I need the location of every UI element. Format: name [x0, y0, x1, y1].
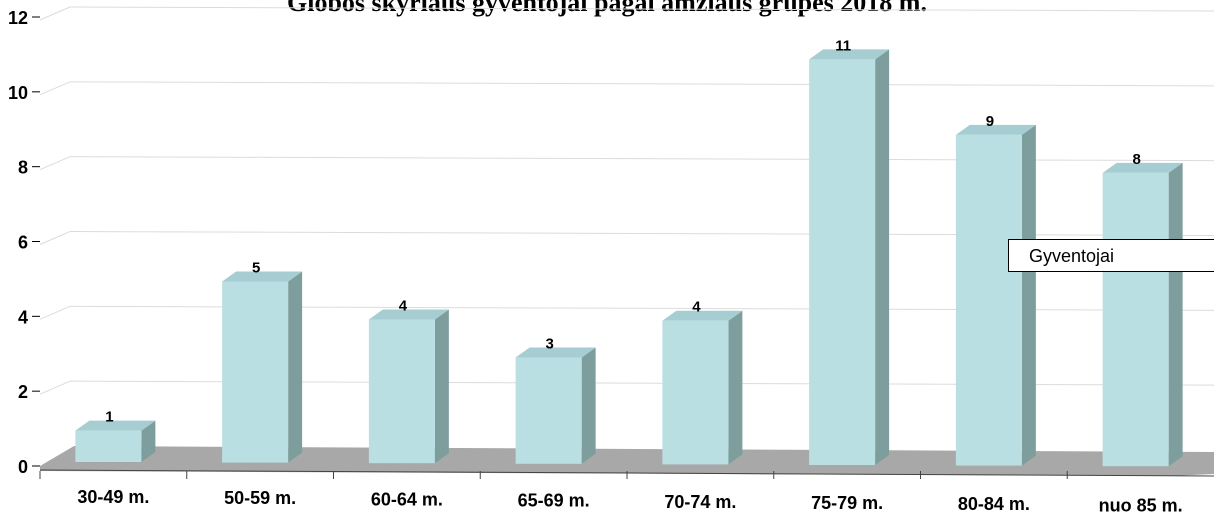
bar-top — [368, 309, 449, 320]
y-tick-label: 4 — [18, 307, 28, 327]
bars — [75, 49, 1183, 467]
bar-front — [515, 357, 582, 464]
gridline — [69, 156, 1214, 162]
data-label: 1 — [105, 409, 113, 426]
y-tick-label: 12 — [8, 8, 28, 28]
gridline — [69, 6, 1214, 12]
bar-side — [1168, 162, 1183, 467]
bar-front — [368, 319, 435, 464]
data-label: 8 — [1132, 151, 1140, 168]
y-axis-ticks: 0 2 4 6 8 10 12 — [8, 8, 40, 477]
bar — [368, 309, 449, 464]
x-tick-label: 75-79 m. — [811, 493, 883, 512]
y-tick-label: 10 — [8, 83, 28, 103]
y-tick-label: 8 — [18, 158, 28, 178]
data-label: 4 — [692, 299, 701, 316]
gridline-diagonal — [39, 6, 71, 21]
data-labels: 1 5 4 3 4 11 9 8 — [105, 37, 1141, 425]
bar-front — [809, 59, 876, 466]
bar — [515, 347, 596, 464]
bar-top — [955, 124, 1036, 135]
bar-front — [1102, 172, 1169, 467]
x-tick-label: 30-49 m. — [77, 487, 149, 507]
gridline-diagonal — [39, 380, 71, 395]
x-tick-label: 60-64 m. — [371, 489, 443, 509]
x-tick-label: 70-74 m. — [664, 492, 736, 512]
bar-side — [875, 49, 890, 466]
data-label: 3 — [545, 336, 553, 353]
bar — [662, 310, 743, 465]
bar — [75, 420, 156, 462]
bar-side — [434, 309, 449, 464]
x-tick-label: 50-59 m. — [224, 488, 296, 508]
bar — [809, 49, 890, 466]
y-tick-label: 6 — [18, 233, 28, 253]
gridlines — [39, 6, 1214, 395]
bar-top — [662, 310, 743, 321]
bar-side — [581, 347, 596, 464]
bar-front — [955, 134, 1022, 466]
bar-front — [75, 430, 142, 462]
data-label: 9 — [986, 113, 994, 130]
x-tick-label: 80-84 m. — [958, 494, 1030, 512]
gridline-diagonal — [39, 231, 71, 245]
x-tick-label: nuo 85 m. — [1099, 495, 1183, 512]
bar-top — [75, 420, 156, 431]
legend-label: Gyventojai — [1029, 246, 1115, 266]
gridline — [69, 81, 1214, 87]
bar-front — [222, 281, 289, 463]
gridline-diagonal — [39, 156, 71, 171]
bar-top — [515, 347, 596, 358]
gridline-diagonal — [39, 81, 71, 96]
bar-top — [222, 271, 303, 282]
data-label: 11 — [835, 37, 851, 54]
legend: Gyventojai — [1008, 239, 1214, 272]
y-tick-label: 2 — [18, 382, 28, 402]
y-tick-label: 0 — [18, 457, 28, 477]
gridline — [69, 231, 1214, 236]
bar-side — [288, 271, 303, 463]
bar — [222, 271, 303, 463]
bar — [955, 124, 1036, 466]
bar-top — [809, 49, 890, 60]
floor-plane — [40, 446, 1214, 476]
bar-top — [1102, 162, 1183, 173]
bar-side — [1021, 124, 1036, 466]
bar-front — [662, 320, 729, 465]
bar-side — [141, 420, 156, 462]
x-tick-label: 65-69 m. — [518, 491, 590, 511]
x-axis-ticks: 30-49 m. 50-59 m. 60-64 m. 65-69 m. 70-74 m.… — [39, 471, 1183, 512]
data-label: 5 — [252, 260, 260, 277]
bar — [1102, 162, 1183, 467]
gridline-diagonal — [39, 305, 71, 320]
data-label: 4 — [399, 298, 408, 315]
bar-side — [728, 310, 743, 465]
